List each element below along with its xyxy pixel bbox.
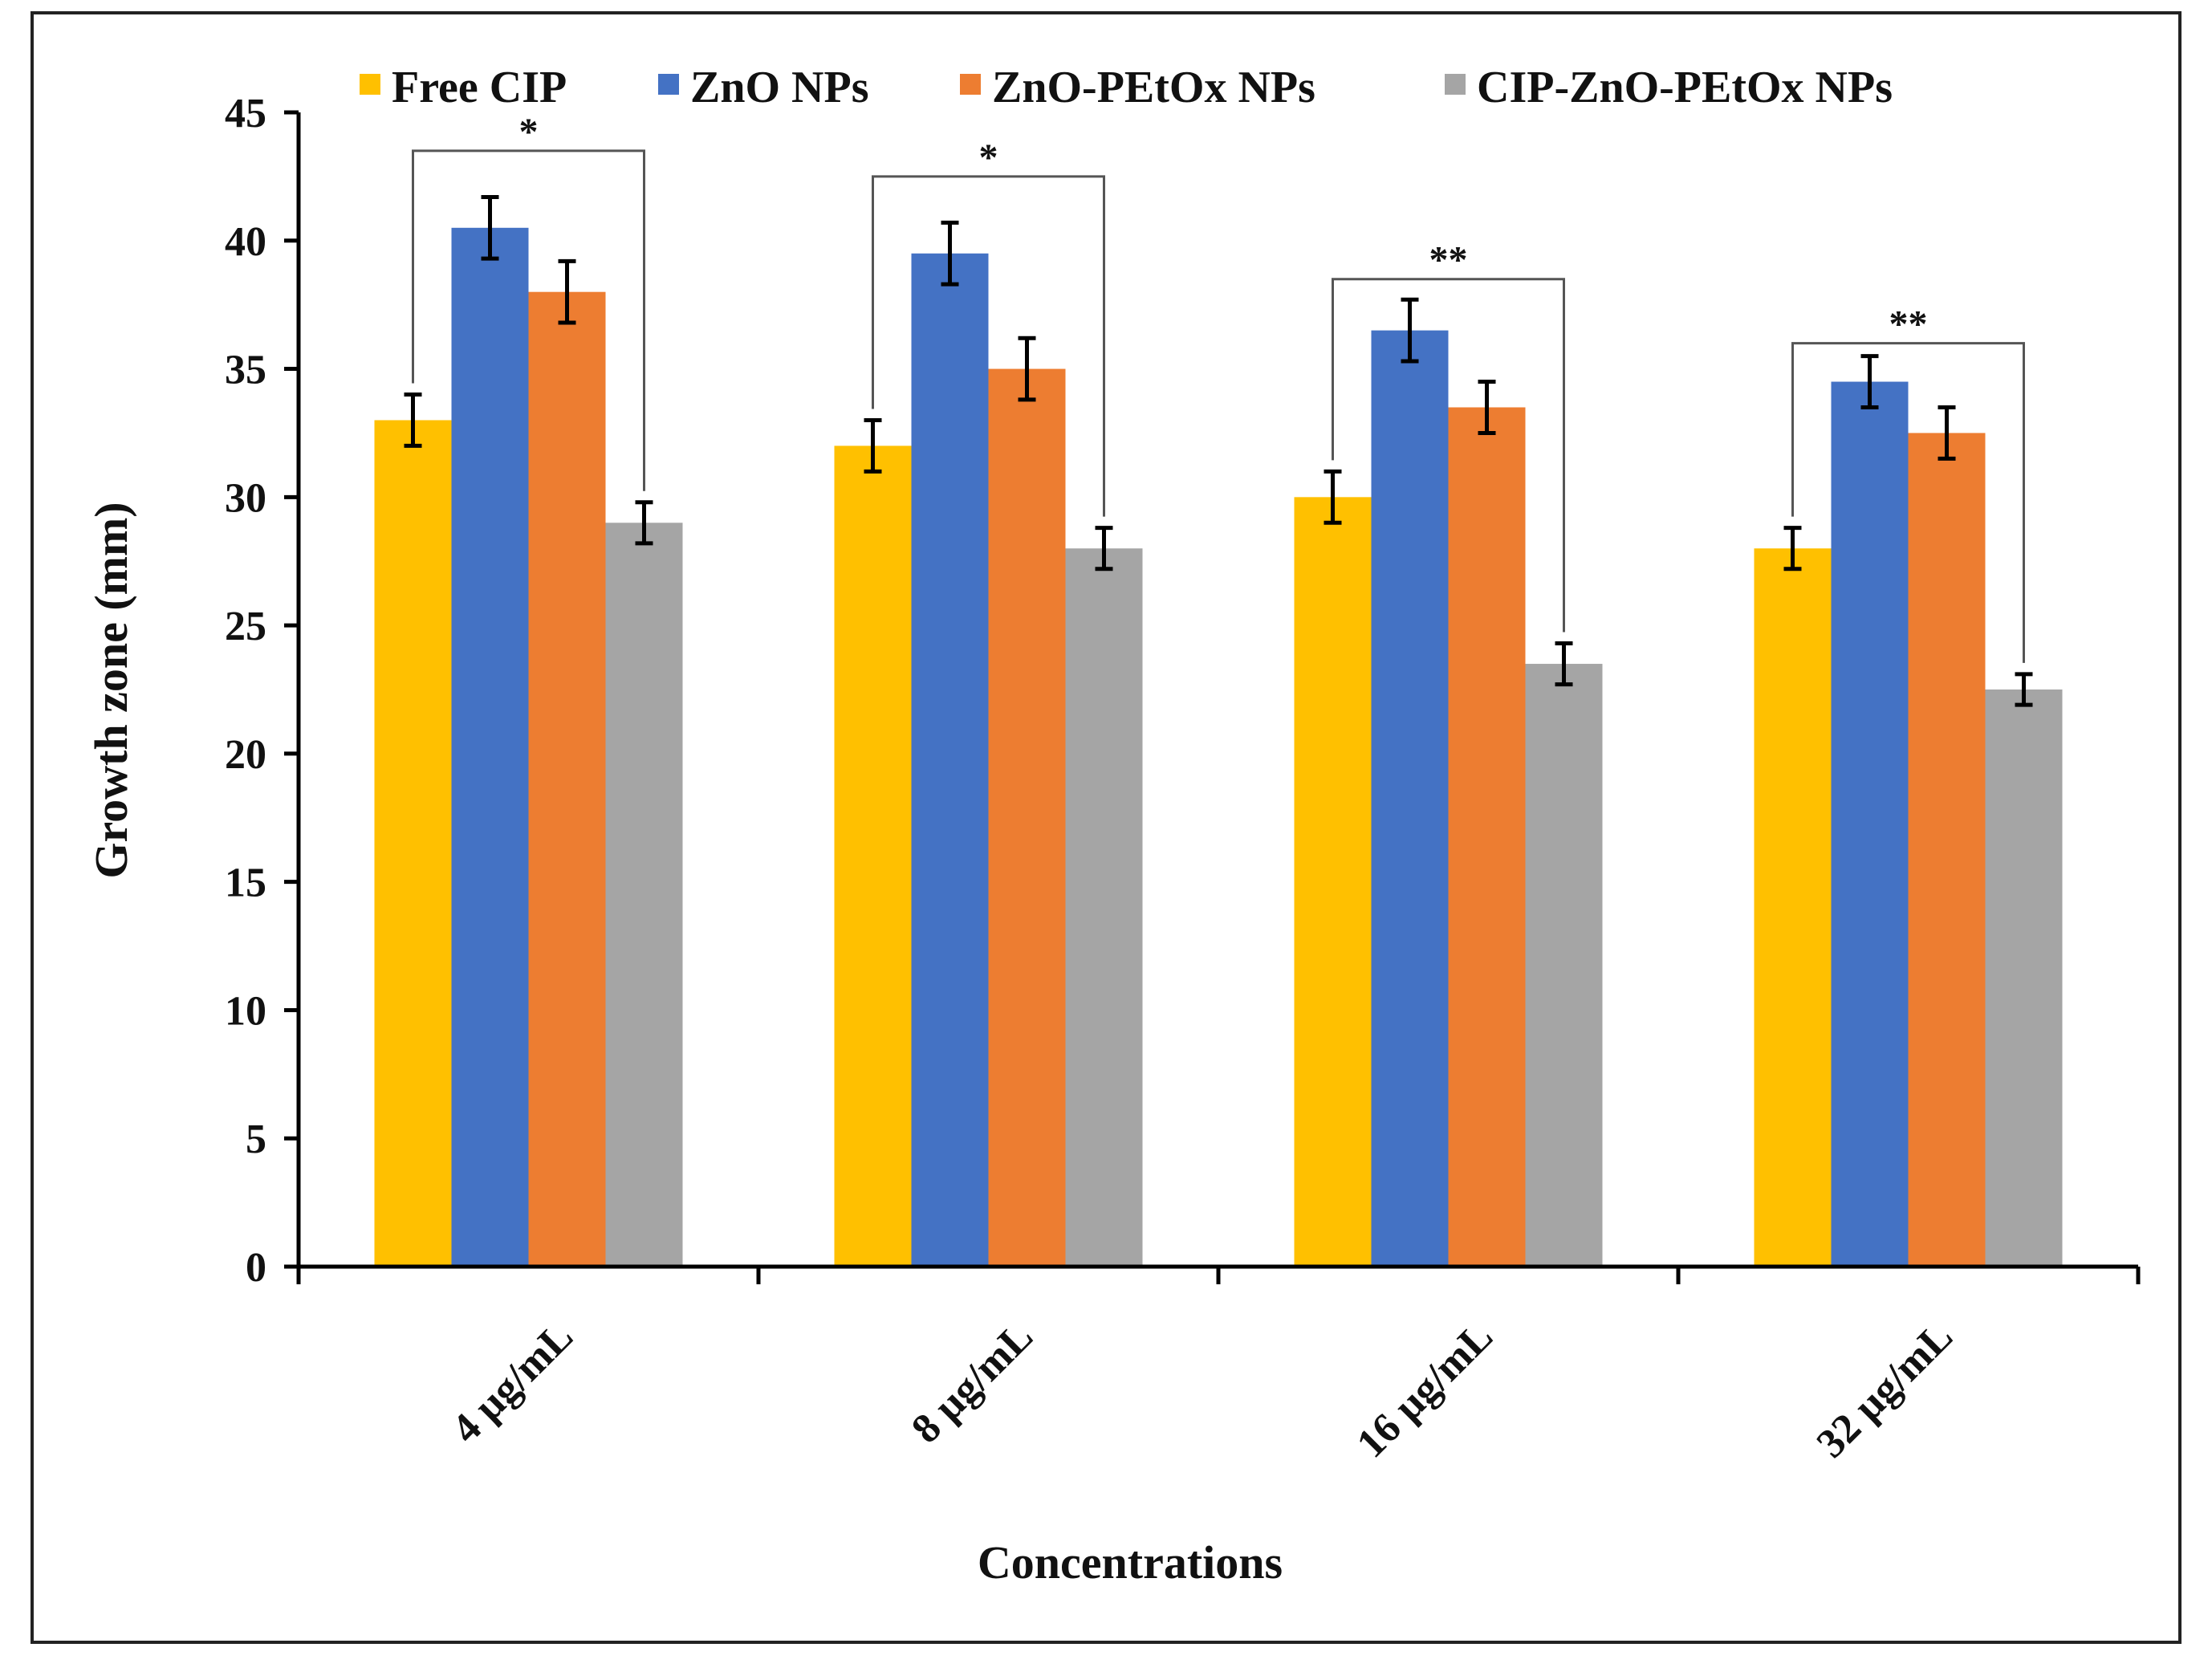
error-bar-3-4 [1938,405,1956,461]
y-axis-label: Growth zone (mm) [85,502,137,878]
y-tick-label-0: 0 [246,1245,266,1291]
bar-1-2 [834,445,912,1267]
y-tick-label-20: 20 [225,732,266,778]
significance-label-2: * [979,136,998,179]
legend-label-4: CIP-ZnO-PEtOx NPs [1477,63,1893,112]
error-bar-1-3 [1324,469,1342,525]
bar-4-3 [1525,664,1603,1267]
legend-swatch-1 [360,74,380,95]
error-bar-4-1 [635,500,653,546]
y-tick-label-10: 10 [225,988,266,1034]
y-tick-label-30: 30 [225,475,266,521]
legend-label-2: ZnO NPs [690,63,869,112]
significance-bracket-2 [872,175,1105,517]
legend-swatch-3 [960,74,981,95]
legend-item-2: ZnO NPs [658,63,869,112]
legend: Free CIP ZnO NPs ZnO-PEtOx NPs CIP-ZnO-PEtO… [360,63,1893,112]
y-tick-label-15: 15 [225,860,266,906]
legend-label-3: ZnO-PEtOx NPs [992,63,1315,112]
y-tick-label-35: 35 [225,348,266,393]
bar-3-3 [1448,407,1526,1267]
bar-4-2 [1065,548,1143,1267]
bar-1-4 [1754,548,1832,1267]
significance-bracket-4 [1791,342,2025,663]
y-tick-label-45: 45 [225,91,266,136]
error-bar-4-2 [1095,526,1113,572]
bar-2-1 [451,227,529,1267]
error-bar-1-2 [864,417,882,474]
bars-layer [374,227,2063,1267]
significance-label-3: ** [1429,239,1468,282]
bar-1-3 [1294,497,1372,1267]
y-tick-label-5: 5 [246,1117,266,1162]
y-tick-label-25: 25 [225,604,266,649]
significance-bracket-3 [1332,278,1565,633]
bar-3-1 [528,291,606,1267]
legend-label-1: Free CIP [392,63,567,112]
significance-bracket-1 [412,149,645,491]
error-bar-4-4 [2015,672,2033,707]
legend-swatch-4 [1445,74,1466,95]
error-bar-2-2 [941,220,959,287]
error-bar-3-2 [1018,336,1036,402]
y-tick-label-40: 40 [225,219,266,265]
bar-2-3 [1371,330,1449,1267]
bar-1-1 [374,420,452,1267]
error-bar-3-1 [558,258,576,325]
significance-layer: ****** [412,111,2025,663]
error-bar-4-3 [1555,641,1573,687]
bar-3-4 [1908,433,1986,1267]
bar-2-4 [1831,381,1909,1267]
legend-swatch-2 [658,74,679,95]
legend-item-4: CIP-ZnO-PEtOx NPs [1445,63,1893,112]
x-axis-label: Concentrations [978,1536,1283,1588]
significance-label-1: * [519,111,539,153]
error-bar-2-1 [481,194,499,261]
y-axis: 0 5 10 15 20 25 30 35 40 45 [225,91,301,1291]
error-bar-2-4 [1860,354,1879,409]
error-bars-layer [404,194,2033,707]
bar-4-4 [1985,689,2063,1267]
error-bar-1-4 [1783,526,1802,572]
error-bar-2-3 [1401,297,1419,364]
error-bar-1-1 [404,393,422,448]
significance-label-4: ** [1889,303,1928,346]
legend-item-1: Free CIP [360,63,567,112]
bar-2-2 [911,253,989,1267]
legend-item-3: ZnO-PEtOx NPs [960,63,1315,112]
bar-3-2 [988,368,1066,1267]
error-bar-3-3 [1478,380,1496,435]
bar-4-1 [605,523,683,1267]
